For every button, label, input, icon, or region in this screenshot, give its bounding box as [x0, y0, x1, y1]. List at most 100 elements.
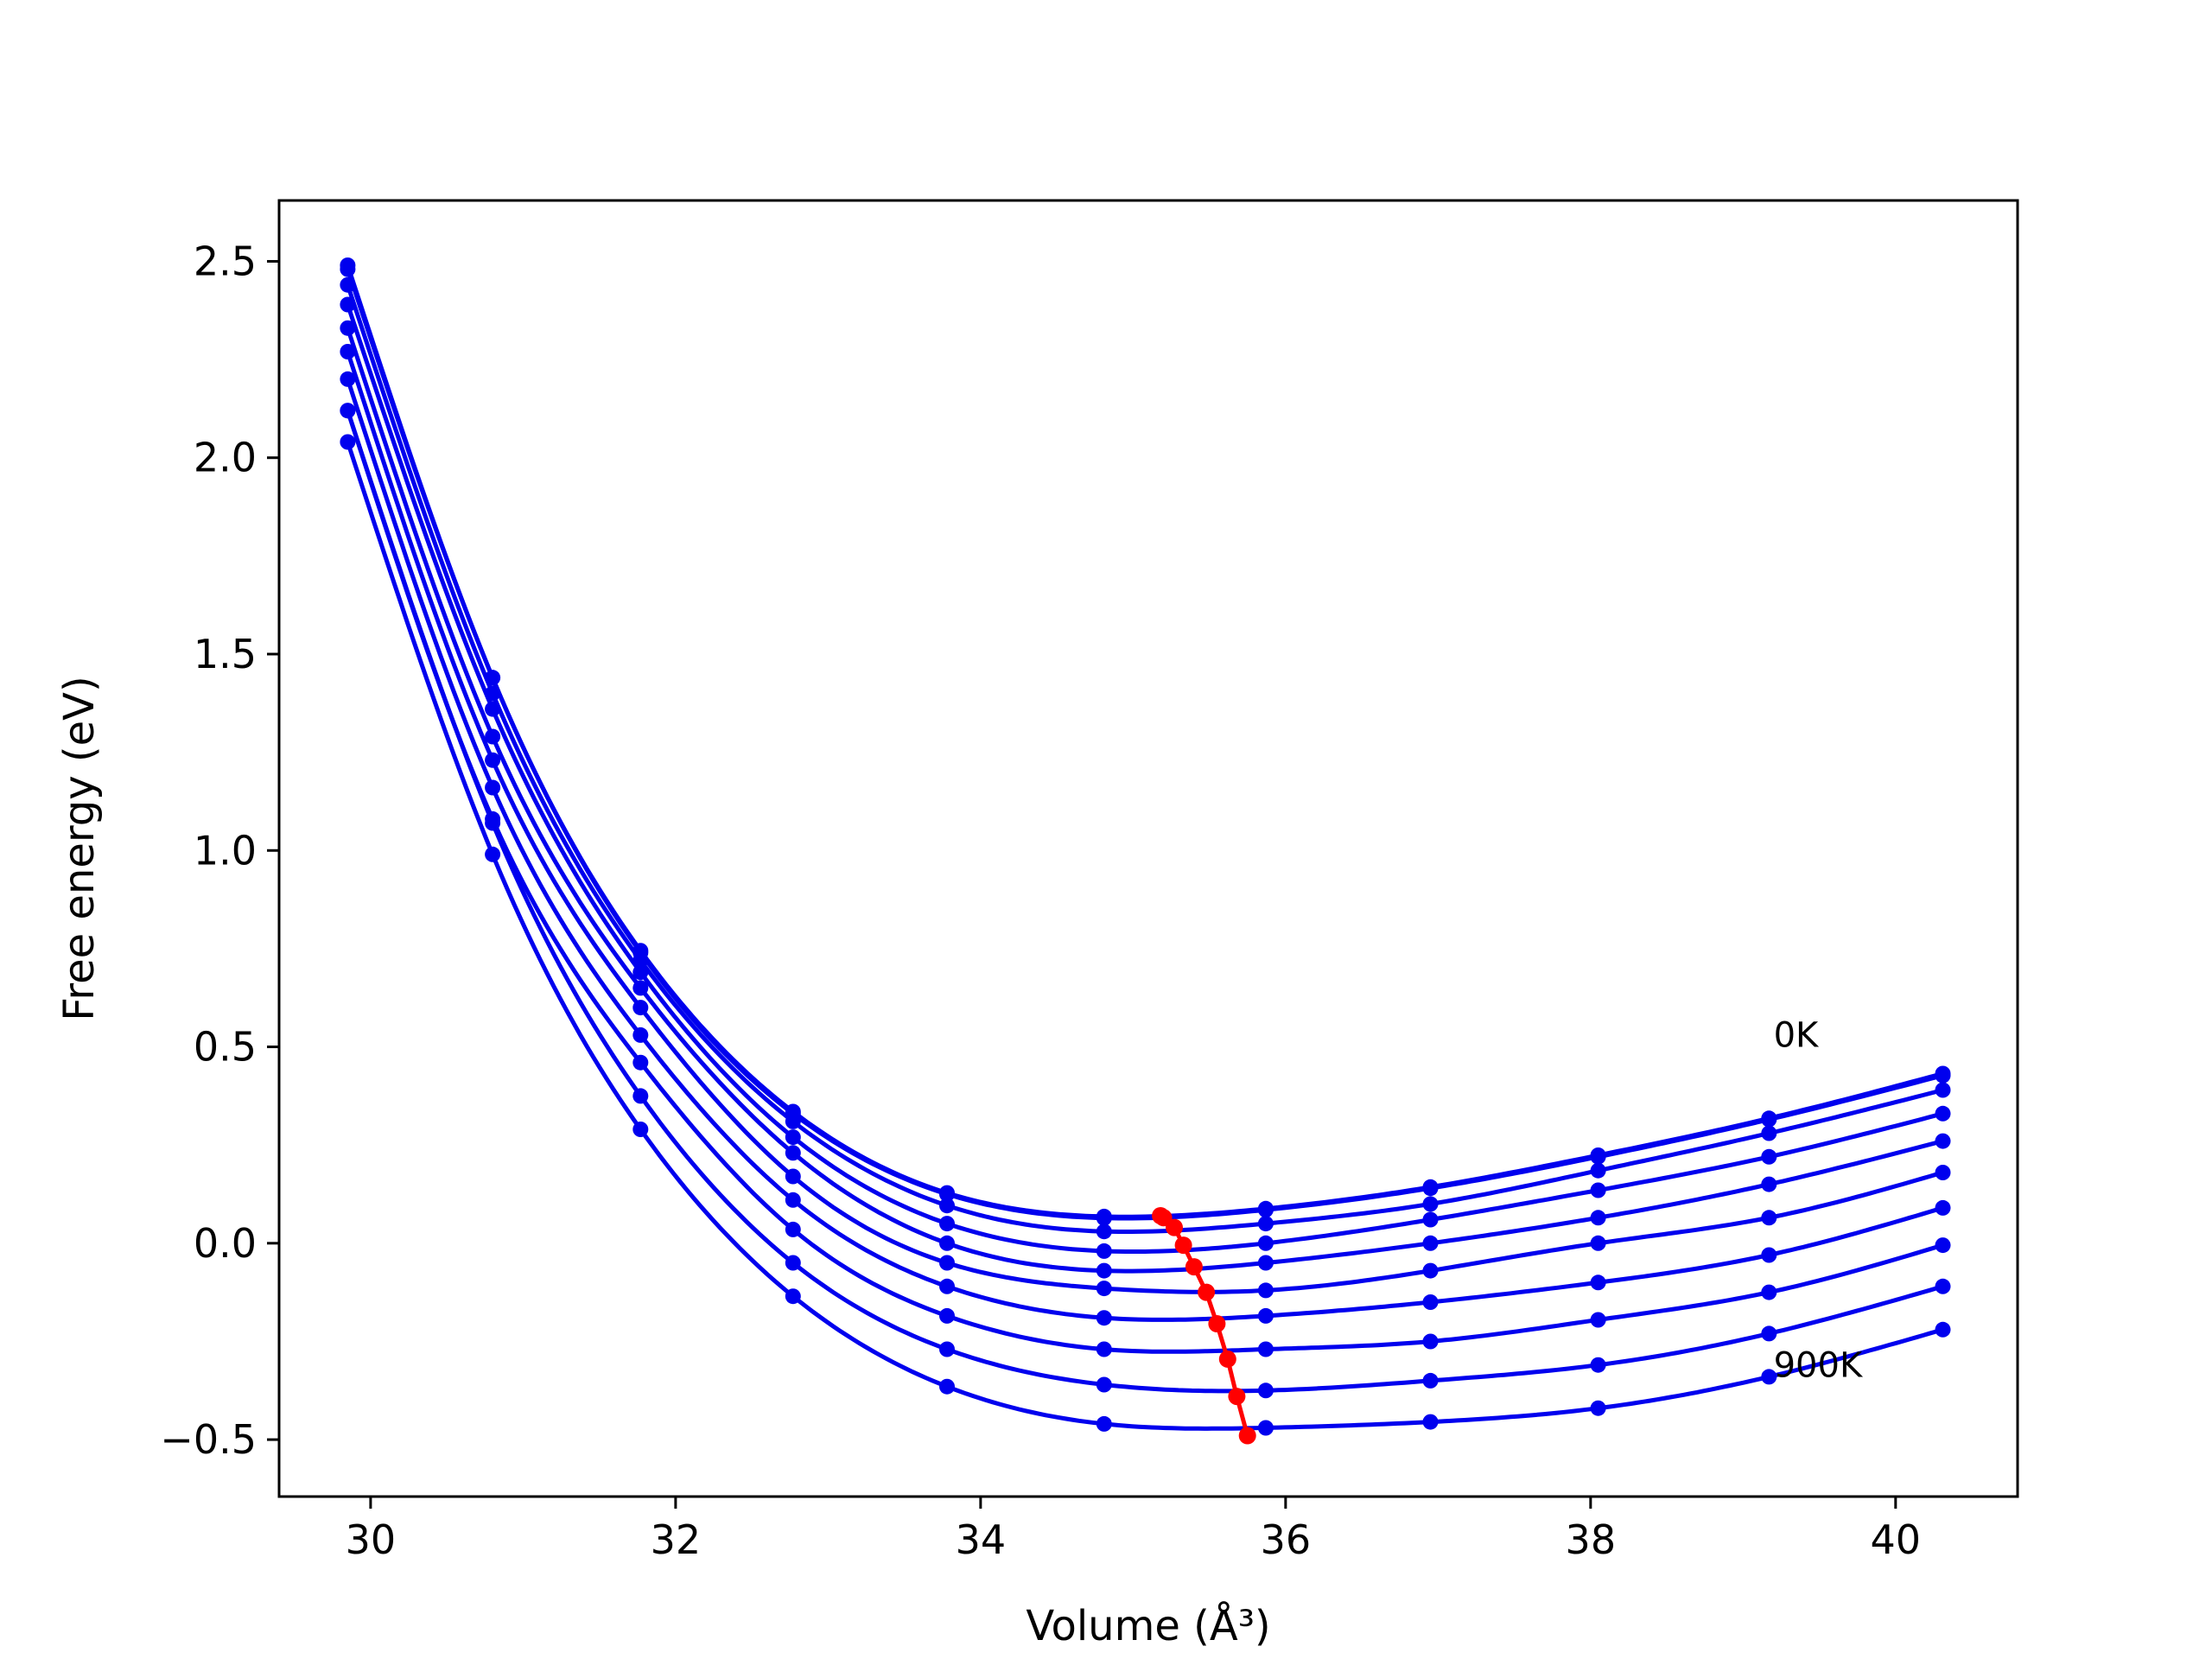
data-point [1761, 1247, 1777, 1263]
data-point [1096, 1376, 1112, 1393]
data-point [1257, 1341, 1274, 1357]
y-axis-label: Free energy (eV) [55, 676, 104, 1020]
data-point [939, 1307, 955, 1324]
annotations: 0K 900K [1774, 1016, 1864, 1386]
data-point [340, 434, 356, 450]
x-tick-label: 30 [346, 1516, 397, 1563]
data-point [1257, 1255, 1274, 1271]
data-point [1590, 1148, 1606, 1165]
data-point [1935, 1105, 1951, 1122]
data-points [340, 257, 1951, 1436]
y-tick-label: −0.5 [160, 1416, 257, 1463]
data-point [939, 1198, 955, 1214]
data-point [340, 320, 356, 336]
y-tick-label: 0.5 [194, 1024, 257, 1071]
x-tick-label: 40 [1871, 1516, 1922, 1563]
data-point [632, 964, 649, 981]
data-point [485, 752, 501, 768]
data-point [1257, 1216, 1274, 1232]
data-point [1422, 1414, 1439, 1430]
data-point [632, 1122, 649, 1137]
data-point [939, 1278, 955, 1294]
data-point [1935, 1321, 1951, 1338]
data-point [1096, 1210, 1112, 1226]
x-tick-label: 34 [956, 1516, 1007, 1563]
data-point [1096, 1310, 1112, 1326]
data-point [785, 1168, 801, 1185]
minimum-point [1208, 1315, 1226, 1332]
data-point [1422, 1235, 1439, 1251]
data-point [1096, 1224, 1112, 1240]
x-axis-ticks: 30 32 34 36 38 40 [346, 1497, 1921, 1563]
data-point [1761, 1284, 1777, 1300]
energy-curve-5 [346, 351, 1944, 1294]
data-point [485, 815, 501, 831]
x-tick-label: 38 [1566, 1516, 1617, 1563]
data-point [1590, 1357, 1606, 1373]
data-point [1422, 1333, 1439, 1350]
data-point [340, 371, 356, 387]
data-point [632, 980, 649, 996]
data-point [1935, 1067, 1951, 1084]
data-point [785, 1113, 801, 1129]
y-tick-label: 0.0 [194, 1220, 257, 1267]
y-tick-label: 1.5 [194, 631, 257, 677]
energy-curve-7 [346, 410, 1944, 1354]
data-point [632, 1088, 649, 1104]
data-point [785, 1129, 801, 1146]
data-point [1422, 1294, 1439, 1310]
data-point [1096, 1281, 1112, 1297]
data-point [785, 1255, 801, 1271]
x-axis-label: Volume (Å³) [1026, 1601, 1270, 1650]
data-point [1257, 1382, 1274, 1399]
data-point [1257, 1282, 1274, 1299]
data-point [1590, 1235, 1606, 1251]
data-point [1422, 1262, 1439, 1279]
minimum-energy-path [1152, 1207, 1256, 1445]
data-point [1590, 1274, 1606, 1291]
energy-curve-3 [346, 303, 1944, 1254]
data-point [1935, 1199, 1951, 1216]
data-point [632, 1000, 649, 1016]
minimum-point [1185, 1258, 1203, 1276]
plot-frame [277, 199, 2019, 1498]
data-point [1422, 1180, 1439, 1197]
data-point [340, 344, 356, 359]
data-point [632, 1054, 649, 1071]
y-tick-label: 2.0 [194, 435, 257, 481]
data-point [1935, 1237, 1951, 1254]
energy-curve-6 [346, 378, 1944, 1322]
data-point [485, 728, 501, 745]
minimum-point [1174, 1236, 1192, 1255]
data-point [1761, 1369, 1777, 1385]
data-point [1422, 1372, 1439, 1389]
data-point [785, 1145, 801, 1161]
data-point [340, 403, 356, 419]
data-point [939, 1216, 955, 1232]
data-point [1590, 1312, 1606, 1328]
x-tick-label: 36 [1261, 1516, 1312, 1563]
data-point [1422, 1211, 1439, 1228]
energy-curve-9 [346, 441, 1944, 1431]
data-point [939, 1235, 955, 1251]
data-point [485, 701, 501, 717]
y-tick-label: 1.0 [194, 827, 257, 874]
data-point [1935, 1278, 1951, 1294]
minimum-point [1228, 1388, 1246, 1406]
data-point [785, 1288, 801, 1305]
energy-curve-4 [346, 327, 1944, 1274]
x-tick-label: 32 [651, 1516, 702, 1563]
data-point [1096, 1243, 1112, 1259]
data-point [1590, 1210, 1606, 1226]
energy-curve-8 [346, 410, 1944, 1394]
energy-curve-1 [346, 268, 1944, 1221]
data-point [785, 1192, 801, 1208]
data-point [1096, 1415, 1112, 1432]
data-point [939, 1255, 955, 1271]
data-point [939, 1341, 955, 1357]
data-point [340, 296, 356, 313]
data-point [1257, 1235, 1274, 1251]
data-point [485, 685, 501, 702]
data-point [1096, 1341, 1112, 1357]
